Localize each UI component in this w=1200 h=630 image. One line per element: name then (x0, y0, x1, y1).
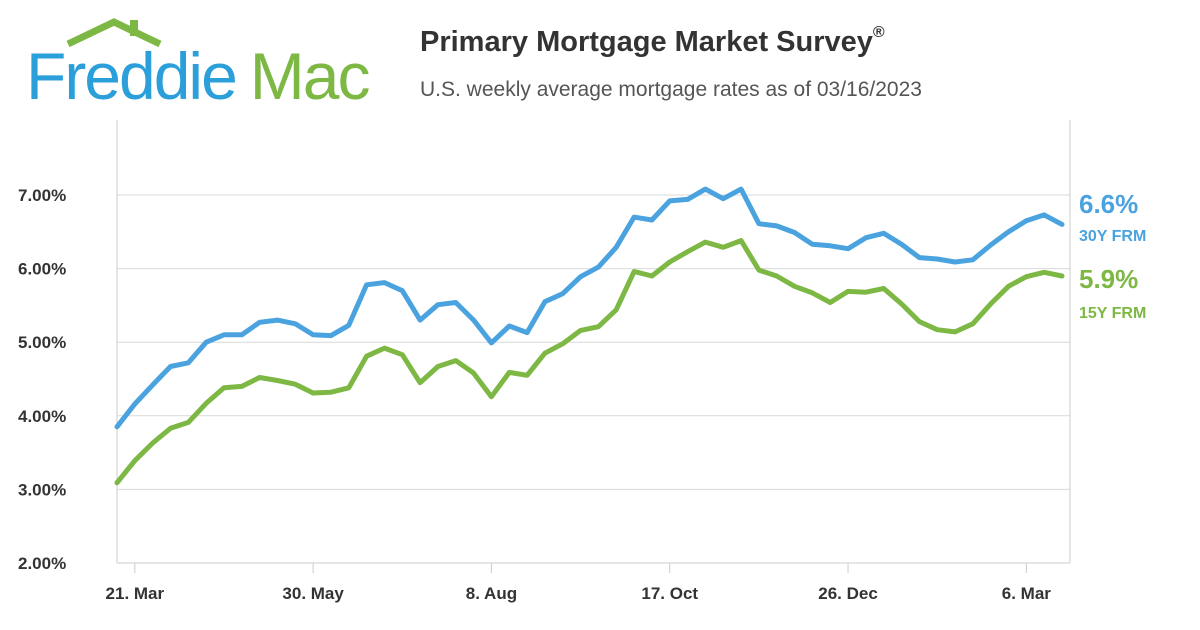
end-value-15y: 5.9% (1079, 264, 1138, 294)
logo-word-freddie: Freddie (26, 39, 238, 113)
y-tick-label: 6.00% (18, 260, 66, 279)
house-roof-icon (66, 18, 162, 48)
x-tick-label: 17. Oct (641, 584, 698, 603)
grid-lines (117, 194, 1070, 490)
end-name-30y: 30Y FRM (1079, 228, 1146, 245)
freddie-mac-logo: Freddie Mac (26, 18, 386, 113)
chart-subtitle: U.S. weekly average mortgage rates as of… (420, 78, 922, 101)
end-value-30y: 6.6% (1079, 189, 1138, 219)
y-tick-label: 2.00% (18, 554, 66, 573)
x-tick-label: 30. May (282, 584, 344, 603)
end-labels: 6.6% 30Y FRM 5.9% 15Y FRM (1079, 189, 1146, 322)
x-tick-label: 26. Dec (818, 584, 878, 603)
axis-labels: 2.00% 3.00% 4.00% 5.00% 6.00% 7.00% 21. Mar 30.… (18, 186, 1051, 603)
x-tick-label: 21. Mar (106, 584, 165, 603)
series-line-15y-frm (114, 238, 1065, 486)
series-lines (114, 186, 1065, 486)
registered-mark: ® (872, 24, 885, 41)
x-tick-label: 6. Mar (1002, 584, 1052, 603)
series-line-30y-frm (114, 186, 1065, 430)
end-name-15y: 15Y FRM (1079, 305, 1146, 322)
chart-title-text: Primary Mortgage Market Survey (420, 26, 873, 58)
axes (116, 120, 1071, 573)
chart-title: Primary Mortgage Market Survey® (420, 24, 885, 59)
y-tick-label: 5.00% (18, 333, 66, 352)
logo-word-mac: Mac (249, 39, 371, 113)
y-tick-label: 4.00% (18, 407, 66, 426)
y-tick-label: 3.00% (18, 480, 66, 499)
x-tick-label: 8. Aug (466, 584, 517, 603)
y-tick-label: 7.00% (18, 186, 66, 205)
logo-wordmark: Freddie Mac (26, 36, 371, 116)
